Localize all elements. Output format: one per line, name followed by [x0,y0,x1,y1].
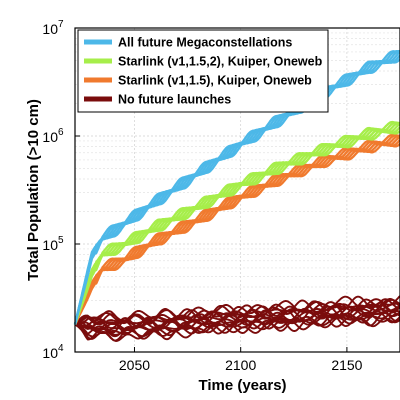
series-line [73,139,400,325]
series-line [73,133,400,325]
y-axis-label: Total Population (>10 cm) [25,99,42,281]
legend-entry: Starlink (v1,1.5), Kuiper, Oneweb [118,74,312,88]
legend-entry: All future Megaconstellations [118,36,292,50]
series-line [74,295,400,326]
axis-ticks: 2050 2100 2150 104 105 106 107 [42,19,362,373]
series-layer [73,49,400,342]
series-line [73,135,400,325]
y-tick-label: 105 [42,235,64,253]
series-line [73,121,400,325]
series-line [73,134,400,325]
x-tick-label: 2150 [331,357,362,373]
legend-box [77,29,329,113]
series-line [74,295,400,326]
x-axis-label: Time (years) [198,377,286,394]
y-tick-label: 104 [42,343,64,361]
x-tick-label: 2050 [119,357,150,373]
series-0 [73,49,400,325]
y-tick-label: 106 [42,127,64,145]
y-tick-label: 107 [42,19,64,37]
x-tick-label: 2100 [225,357,256,373]
legend: All future Megaconstellations Starlink (v… [77,29,329,113]
series-line [73,120,400,325]
legend-entry: No future launches [118,93,231,107]
legend-entry: Starlink (v1,1.5,2), Kuiper, Oneweb [118,55,323,69]
series-line [73,50,400,325]
series-3 [74,295,400,342]
series-1 [73,120,400,325]
series-line [73,49,400,325]
series-line [73,134,400,325]
series-line [74,308,400,333]
plot-frame [74,27,400,353]
series-2 [73,133,400,325]
series-line [73,141,400,325]
